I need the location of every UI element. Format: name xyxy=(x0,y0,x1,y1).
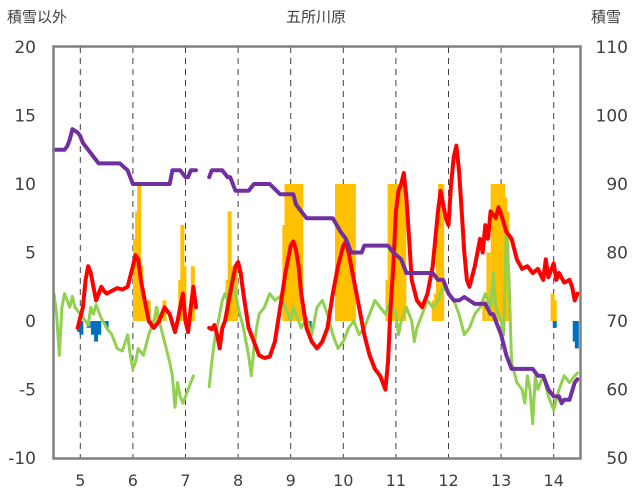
orange-bar xyxy=(550,293,555,321)
orange-bar xyxy=(431,300,436,321)
red-series-line-segment-1 xyxy=(75,253,198,334)
blue-bar xyxy=(572,321,577,342)
left-y-tick-15: 15 xyxy=(14,107,36,127)
orange-bar xyxy=(343,184,348,321)
blue-bar xyxy=(104,321,109,328)
x-tick-label-6: 6 xyxy=(128,471,138,490)
orange-bar xyxy=(290,184,295,321)
orange-bar xyxy=(501,184,506,321)
right-y-tick-100: 100 xyxy=(596,107,628,127)
left-y-tick-5: 5 xyxy=(25,244,36,264)
orange-bar xyxy=(297,184,302,321)
orange-bar xyxy=(139,266,144,321)
orange-bar xyxy=(227,211,232,321)
orange-bar xyxy=(141,293,146,321)
right-axis-title: 積雪 xyxy=(591,8,621,26)
purple-series-line-segment-1 xyxy=(52,127,198,186)
green-series-line-segment-1 xyxy=(52,292,195,409)
x-tick-label-5: 5 xyxy=(75,471,85,490)
blue-bar xyxy=(90,321,95,335)
orange-bar xyxy=(396,184,401,321)
chart-title: 五所川原 xyxy=(286,8,346,26)
plot-frame xyxy=(52,45,582,460)
left-y-tick-10: 10 xyxy=(14,175,36,195)
right-y-tick-80: 80 xyxy=(606,244,628,264)
x-tick-label-8: 8 xyxy=(233,471,243,490)
orange-bar xyxy=(486,252,491,321)
orange-bar xyxy=(337,184,342,321)
x-tick-label-14: 14 xyxy=(544,471,564,490)
orange-bar xyxy=(231,279,236,321)
orange-bar xyxy=(334,184,339,321)
right-y-tick-110: 110 xyxy=(596,38,628,58)
orange-bar xyxy=(180,225,185,321)
vertical-gridlines xyxy=(79,47,555,458)
orange-bar xyxy=(133,238,138,321)
x-tick-label-9: 9 xyxy=(286,471,296,490)
blue-bar xyxy=(94,321,99,342)
orange-bar xyxy=(387,184,392,321)
blue-bar xyxy=(97,321,102,335)
left-y-tick-0: 0 xyxy=(25,312,36,332)
x-axis-ticks: 5 6 7 8 9 10 11 12 13 14 xyxy=(75,471,564,490)
orange-bar xyxy=(482,300,487,321)
red-series-line-segment-2 xyxy=(207,143,580,392)
left-y-tick--10: -10 xyxy=(8,449,36,469)
right-y-tick-90: 90 xyxy=(606,175,628,195)
orange-bar xyxy=(385,279,390,321)
line-layer xyxy=(52,127,580,426)
orange-bar xyxy=(284,184,289,321)
left-y-tick-20: 20 xyxy=(14,38,36,58)
orange-bar xyxy=(492,184,497,321)
orange-bar xyxy=(552,300,557,321)
right-y-tick-50: 50 xyxy=(606,449,628,469)
orange-bar xyxy=(440,184,445,321)
left-y-tick--5: -5 xyxy=(19,381,36,401)
orange-bar xyxy=(400,184,405,321)
orange-bar xyxy=(494,184,499,321)
right-y-axis-ticks: 50 60 70 80 90 100 110 xyxy=(596,38,628,469)
x-tick-label-10: 10 xyxy=(333,471,353,490)
left-axis-title: 積雪以外 xyxy=(7,8,67,26)
orange-bar xyxy=(398,184,403,321)
right-y-tick-70: 70 xyxy=(606,312,628,332)
x-tick-label-12: 12 xyxy=(438,471,458,490)
right-y-tick-60: 60 xyxy=(606,381,628,401)
blue-bar xyxy=(552,321,557,328)
orange-bar xyxy=(496,184,501,321)
x-tick-label-7: 7 xyxy=(180,471,190,490)
orange-bar xyxy=(490,184,495,321)
x-tick-label-13: 13 xyxy=(491,471,511,490)
orange-bar xyxy=(402,184,407,321)
blue-bar xyxy=(79,321,84,335)
orange-bar xyxy=(438,184,443,321)
purple-series-line-segment-2 xyxy=(207,168,580,406)
left-y-axis-ticks: -10 -5 0 5 10 15 20 xyxy=(8,38,36,469)
x-tick-label-11: 11 xyxy=(386,471,406,490)
orange-bar xyxy=(499,184,504,321)
orange-bar xyxy=(433,293,438,321)
orange-bar xyxy=(137,184,142,321)
blue-bar xyxy=(574,321,579,349)
orange-bar xyxy=(299,184,304,321)
